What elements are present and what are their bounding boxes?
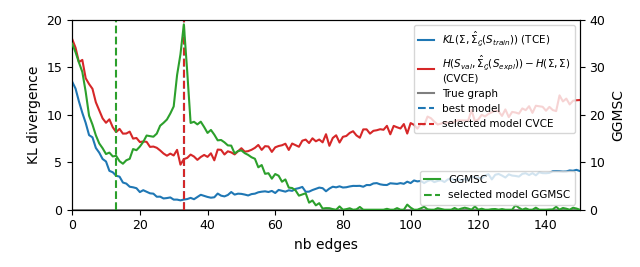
Y-axis label: GGMSC: GGMSC [611, 89, 625, 141]
X-axis label: nb edges: nb edges [294, 238, 358, 252]
Y-axis label: KL divergence: KL divergence [27, 66, 41, 164]
Legend: GGMSC, selected model GGMSC: GGMSC, selected model GGMSC [420, 171, 575, 205]
